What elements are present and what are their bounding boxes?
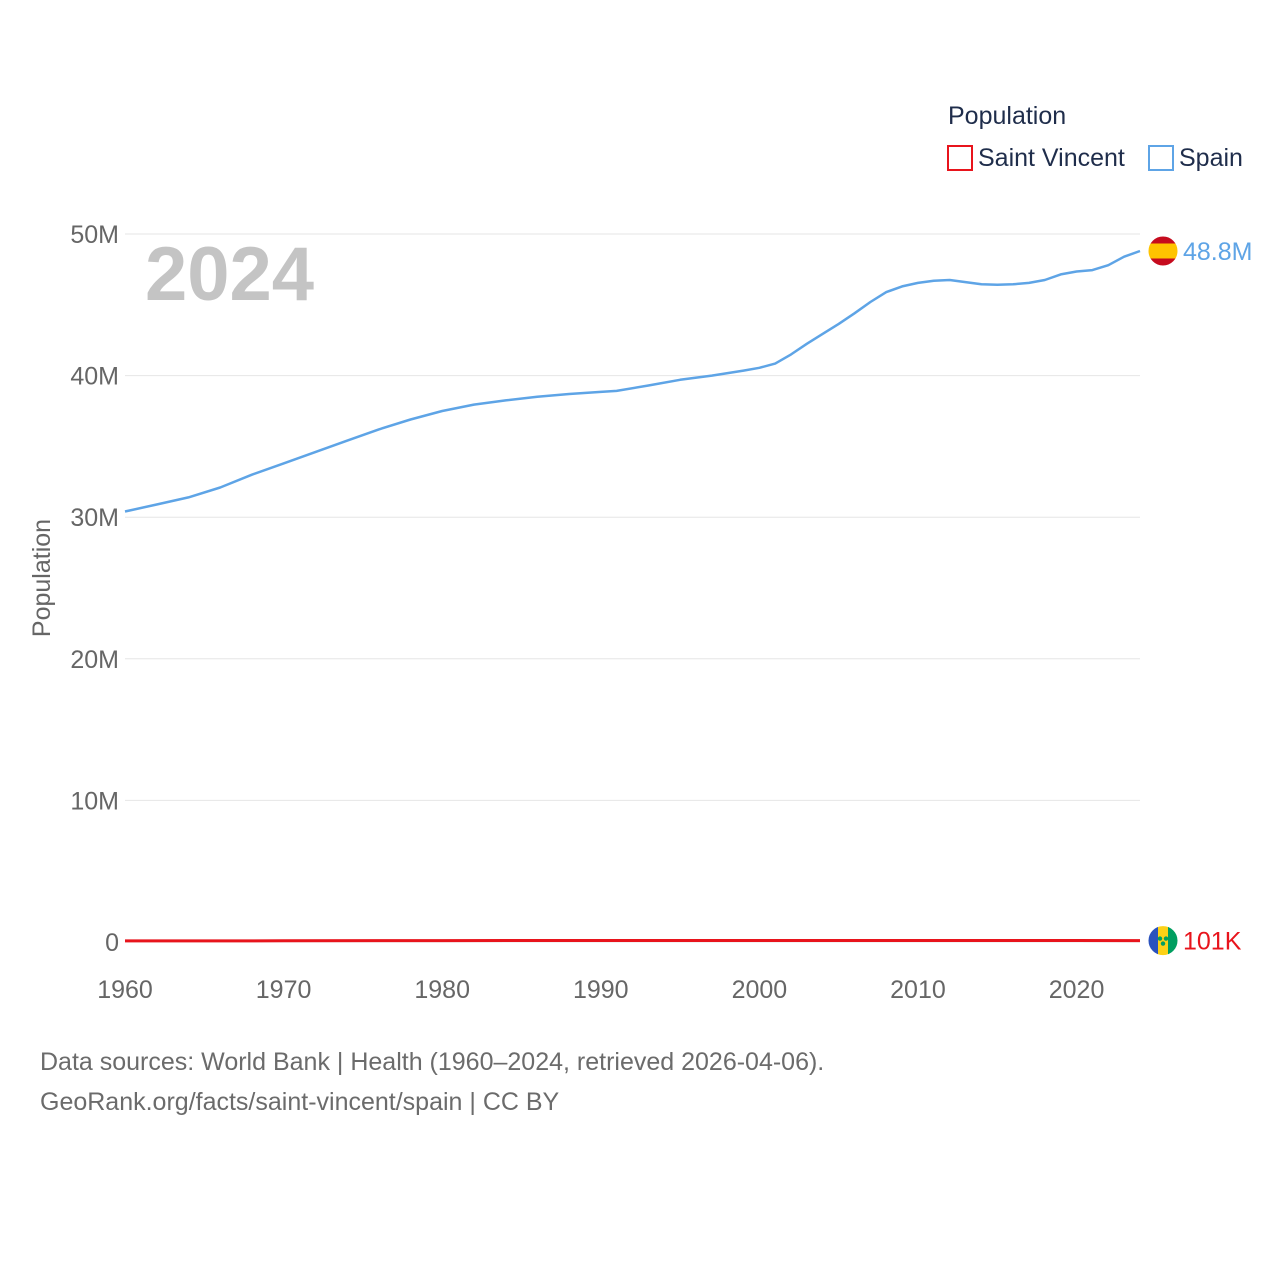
- legend-swatch: [1148, 145, 1174, 171]
- data-sources-text: Data sources: World Bank | Health (1960–…: [40, 1048, 825, 1076]
- end-value-label: 48.8M: [1183, 238, 1252, 266]
- year-label: 2024: [145, 232, 314, 317]
- y-tick-label: 0: [105, 929, 119, 957]
- x-tick-label: 1980: [414, 976, 470, 1004]
- legend: Population Saint Vincent Spain: [947, 102, 1243, 172]
- legend-swatch: [947, 145, 973, 171]
- end-value-label: 101K: [1183, 928, 1242, 956]
- y-tick-label: 30M: [70, 504, 119, 532]
- legend-label: Saint Vincent: [978, 144, 1125, 172]
- legend-item-saint-vincent[interactable]: Saint Vincent: [947, 144, 1125, 172]
- x-tick-label: 1970: [256, 976, 312, 1004]
- saint-vincent-flag-icon: [1147, 925, 1179, 957]
- y-tick-label: 40M: [70, 363, 119, 391]
- footer: Data sources: World Bank | Health (1960–…: [40, 1042, 824, 1122]
- x-tick-label: 2000: [732, 976, 788, 1004]
- spain-flag-icon: [1147, 235, 1179, 267]
- legend-title: Population: [948, 102, 1066, 130]
- y-tick-label: 20M: [70, 646, 119, 674]
- legend-item-spain[interactable]: Spain: [1148, 144, 1243, 172]
- y-axis-title: Population: [28, 519, 56, 637]
- x-tick-label: 1960: [97, 976, 153, 1004]
- x-tick-label: 1990: [573, 976, 629, 1004]
- legend-label: Spain: [1179, 144, 1243, 172]
- x-tick-label: 2010: [890, 976, 946, 1004]
- series-line-spain[interactable]: [124, 249, 1141, 513]
- y-tick-label: 10M: [70, 787, 119, 815]
- x-tick-label: 2020: [1049, 976, 1105, 1004]
- y-tick-label: 50M: [70, 221, 119, 249]
- source-link[interactable]: GeoRank.org/facts/saint-vincent/spain | …: [40, 1088, 560, 1116]
